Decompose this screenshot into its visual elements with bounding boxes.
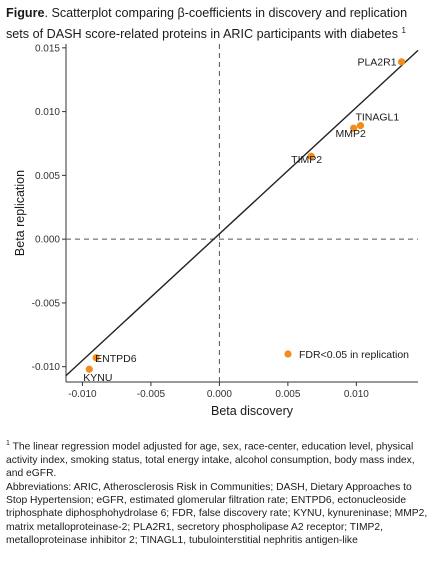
fit-line (65, 49, 419, 377)
point-label: PLA2R1 (357, 56, 396, 68)
data-point (307, 152, 315, 160)
caption-text-after-beta: -coefficients in discovery and replicati… (6, 6, 408, 42)
x-axis-title: Beta discovery (211, 404, 294, 418)
model-footnote: 1 The linear regression model adjusted f… (6, 437, 430, 481)
y-tick-label: 0.010 (35, 107, 60, 118)
figure-label: Figure (6, 6, 45, 20)
scatter-chart: -0.010 -0.005 0.000 0.005 0.010 0.015 -0.010 -0… (13, 43, 419, 418)
caption-footnote-marker: 1 (401, 26, 406, 35)
x-tick-label: 0.010 (344, 389, 369, 400)
point-label: KYNU (83, 372, 112, 384)
data-point (350, 124, 358, 132)
point-label: MMP2 (335, 128, 365, 140)
data-point (85, 365, 93, 373)
abbreviations-footnote: Abbreviations: ARIC, Atherosclerosis Ris… (6, 481, 428, 547)
legend-label: FDR<0.05 in replication (299, 349, 409, 361)
point-label: TIMP2 (291, 154, 322, 166)
model-footnote-text: The linear regression model adjusted for… (6, 441, 415, 480)
x-tick-label: 0.005 (275, 389, 300, 400)
model-footnote-marker: 1 (6, 440, 10, 447)
y-axis-title: Beta replication (13, 170, 27, 256)
y-tick-label: 0.005 (35, 171, 60, 182)
x-tick-label: 0.000 (207, 389, 232, 400)
point-label: TINAGL1 (355, 112, 399, 124)
figure-caption: Figure. Scatterplot comparing β-coeffici… (6, 5, 430, 43)
y-tick-label: -0.005 (32, 298, 61, 309)
y-tick-label: -0.010 (32, 362, 61, 373)
y-tick-label: 0.000 (35, 235, 60, 246)
caption-beta-symbol: β (177, 6, 185, 20)
caption-text-before-beta: . Scatterplot comparing (44, 6, 178, 20)
legend-marker (284, 350, 292, 358)
footnotes: 1 The linear regression model adjusted f… (6, 437, 430, 548)
x-tick-label: -0.010 (68, 389, 97, 400)
x-tick-label: -0.005 (137, 389, 166, 400)
data-point (92, 354, 100, 362)
data-point (356, 122, 365, 130)
y-tick-label: 0.015 (35, 43, 60, 54)
data-point (397, 58, 406, 66)
point-label: ENTPD6 (95, 353, 137, 365)
